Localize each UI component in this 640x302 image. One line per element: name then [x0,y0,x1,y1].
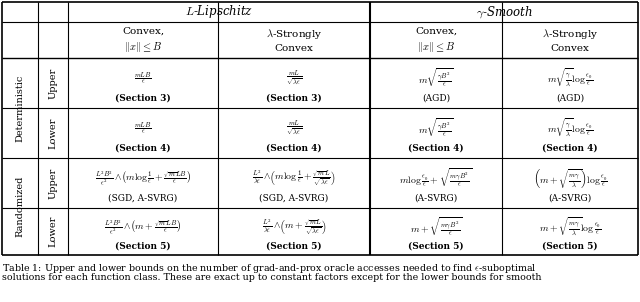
Text: $\frac{mL}{\sqrt{\lambda\epsilon}}$: $\frac{mL}{\sqrt{\lambda\epsilon}}$ [286,68,302,88]
Text: $L$-Lipschitz: $L$-Lipschitz [185,4,253,21]
Text: (SGD, A-SVRG): (SGD, A-SVRG) [259,194,328,203]
Text: $\frac{mL}{\sqrt{\lambda\epsilon}}$: $\frac{mL}{\sqrt{\lambda\epsilon}}$ [286,118,302,138]
Text: Lower: Lower [49,117,58,149]
Text: $\frac{mLB}{\epsilon}$: $\frac{mLB}{\epsilon}$ [134,70,152,86]
Text: $\left(m+\sqrt{\frac{m\gamma}{\lambda}}\right)\log\frac{\epsilon_0}{\epsilon}$: $\left(m+\sqrt{\frac{m\gamma}{\lambda}}\… [532,166,607,189]
Text: $\gamma$-Smooth: $\gamma$-Smooth [476,4,532,20]
Text: $\frac{L^2B^2}{\epsilon^2}\wedge\!\left(m\log\frac{1}{\epsilon}+\frac{\sqrt{m}LB: $\frac{L^2B^2}{\epsilon^2}\wedge\!\left(… [95,169,191,187]
Text: Randomized: Randomized [15,176,24,237]
Text: (Section 5): (Section 5) [266,241,322,250]
Text: (A-SVRG): (A-SVRG) [414,194,458,203]
Text: (Section 4): (Section 4) [408,143,464,153]
Text: (Section 4): (Section 4) [542,143,598,153]
Text: Upper: Upper [49,167,58,199]
Text: (Section 5): (Section 5) [408,241,464,250]
Text: Upper: Upper [49,67,58,99]
Text: Lower: Lower [49,216,58,247]
Text: (Section 5): (Section 5) [115,241,171,250]
Text: (AGD): (AGD) [422,94,450,102]
Text: $\frac{L^2B^2}{\epsilon^2}\wedge\!\left(m+\frac{\sqrt{m}LB}{\epsilon}\right)$: $\frac{L^2B^2}{\epsilon^2}\wedge\!\left(… [104,218,182,236]
Text: (A-SVRG): (A-SVRG) [548,194,591,203]
Text: (Section 5): (Section 5) [542,241,598,250]
Text: (SGD, A-SVRG): (SGD, A-SVRG) [108,194,178,203]
Text: $\frac{L^2}{\lambda\epsilon}\wedge\!\left(m\log\frac{1}{\epsilon}+\frac{\sqrt{m}: $\frac{L^2}{\lambda\epsilon}\wedge\!\lef… [252,168,336,188]
Text: $m\log\frac{\epsilon_0}{\epsilon}+\sqrt{\frac{m\gamma B^2}{\epsilon}}$: $m\log\frac{\epsilon_0}{\epsilon}+\sqrt{… [399,167,472,189]
Text: $\frac{mLB}{\epsilon}$: $\frac{mLB}{\epsilon}$ [134,120,152,136]
Text: Deterministic: Deterministic [15,74,24,142]
Text: $m\sqrt{\frac{\gamma}{\lambda}}\log\frac{\epsilon_0}{\epsilon}$: $m\sqrt{\frac{\gamma}{\lambda}}\log\frac… [547,117,593,139]
Text: $\lambda$-Strongly
Convex: $\lambda$-Strongly Convex [541,27,598,53]
Text: $m\sqrt{\frac{\gamma B^2}{\epsilon}}$: $m\sqrt{\frac{\gamma B^2}{\epsilon}}$ [418,117,454,139]
Text: Convex,
$\|x\| \leq B$: Convex, $\|x\| \leq B$ [415,27,457,53]
Text: $\frac{L^2}{\lambda\epsilon}\wedge\!\left(m+\frac{\sqrt{m}L}{\sqrt{\lambda\epsil: $\frac{L^2}{\lambda\epsilon}\wedge\!\lef… [262,217,326,236]
Text: solutions for each function class. These are exact up to constant factors except: solutions for each function class. These… [2,273,541,282]
Text: $m+\sqrt{\frac{m\gamma B^2}{\epsilon}}$: $m+\sqrt{\frac{m\gamma B^2}{\epsilon}}$ [410,216,462,238]
Text: $m\sqrt{\frac{\gamma}{\lambda}}\log\frac{\epsilon_0}{\epsilon}$: $m\sqrt{\frac{\gamma}{\lambda}}\log\frac… [547,67,593,89]
Text: $m\sqrt{\frac{\gamma B^2}{\epsilon}}$: $m\sqrt{\frac{\gamma B^2}{\epsilon}}$ [418,67,454,89]
Text: Convex,
$\|x\| \leq B$: Convex, $\|x\| \leq B$ [122,27,164,53]
Text: $\lambda$-Strongly
Convex: $\lambda$-Strongly Convex [266,27,323,53]
Text: $m+\sqrt{\frac{m\gamma}{\lambda}}\log\frac{\epsilon_0}{\epsilon}$: $m+\sqrt{\frac{m\gamma}{\lambda}}\log\fr… [539,216,602,238]
Text: (Section 4): (Section 4) [266,143,322,153]
Text: (AGD): (AGD) [556,94,584,102]
Text: Table 1: Upper and lower bounds on the number of grad-and-prox oracle accesses n: Table 1: Upper and lower bounds on the n… [2,262,537,275]
Text: (Section 3): (Section 3) [266,94,322,102]
Text: (Section 4): (Section 4) [115,143,171,153]
Text: (Section 3): (Section 3) [115,94,171,102]
